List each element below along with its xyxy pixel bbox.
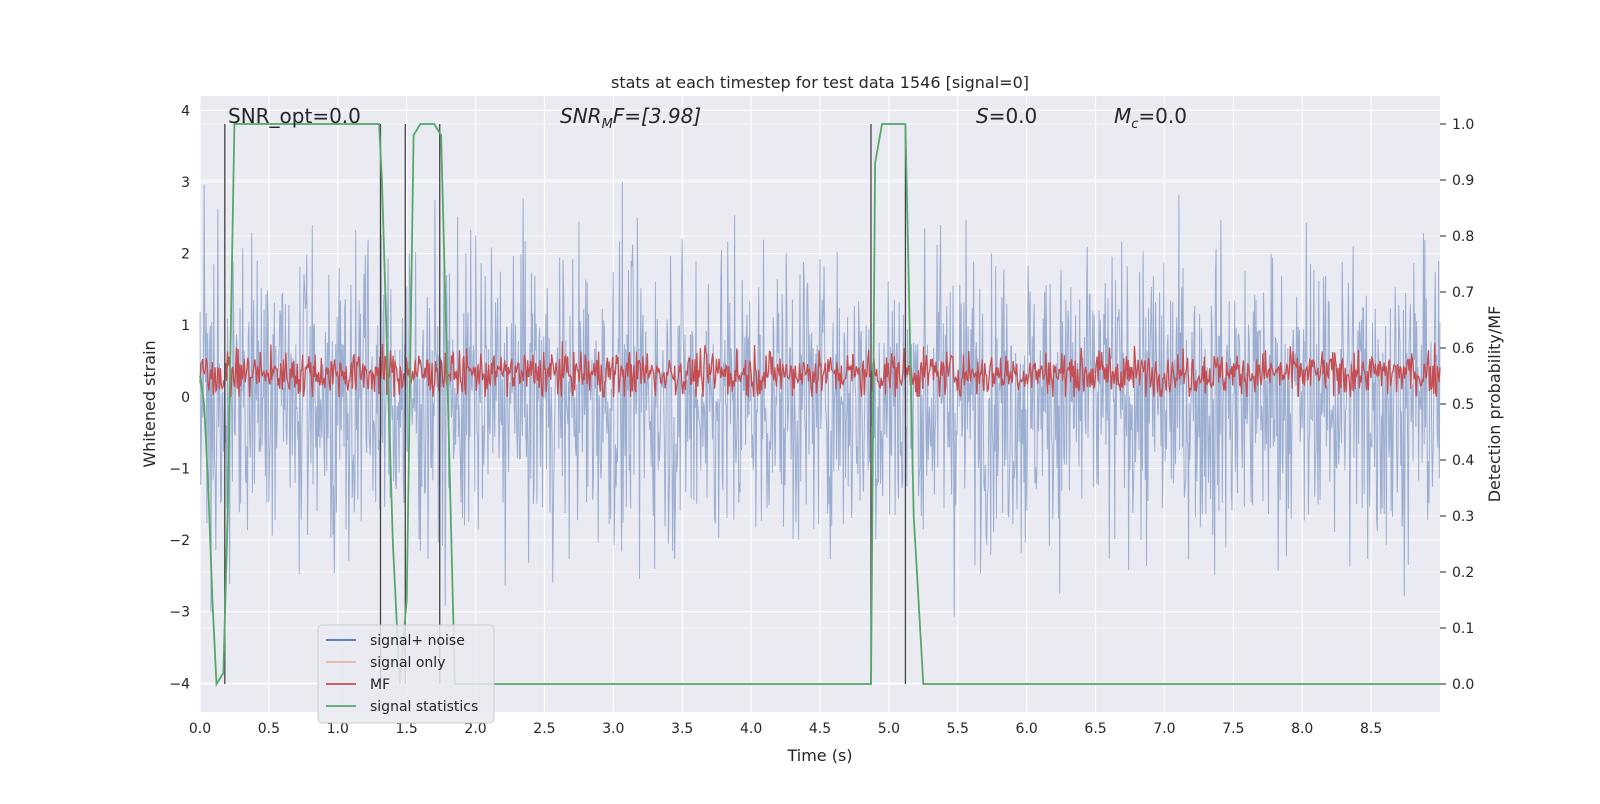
legend-label-noise: signal+ noise [370,633,465,649]
s-annotation: S=0.0 [976,104,1037,128]
x-tick-label: 0.0 [189,721,211,737]
y2-tick-label: 0.9 [1452,173,1474,189]
legend-label-signal-statistics: signal statistics [370,699,478,715]
x-tick-label: 6.0 [1016,721,1038,737]
y-tick-label: 4 [181,103,190,119]
y2-tick-label: 0.7 [1452,285,1474,301]
snr-mf-annotation: SNRMF=[3.98] [560,104,701,132]
y2-tick-label: 0.8 [1452,229,1474,245]
legend-label-signal-only: signal only [370,655,445,671]
x-tick-label: 7.5 [1222,721,1244,737]
x-tick-label: 5.5 [947,721,969,737]
y2-axis-label: Detection probability/MF [1485,306,1504,503]
x-tick-label: 8.5 [1360,721,1382,737]
y2-tick-label: 1.0 [1452,117,1474,133]
x-tick-label: 8.0 [1291,721,1313,737]
legend: signal+ noise signal only MF signal stat… [317,624,495,724]
y2-tick-label: 0.2 [1452,565,1474,581]
signal-plus-noise-series [199,181,1441,617]
y-tick-label: 1 [181,318,190,334]
y2-tick-label: 0.0 [1452,677,1474,693]
x-tick-label: 3.0 [602,721,624,737]
x-tick-label: 4.5 [809,721,831,737]
y2-tick-label: 0.6 [1452,341,1474,357]
x-tick-label: 1.0 [327,721,349,737]
y-tick-label: 0 [181,390,190,406]
signal-statistics-series [199,123,1440,687]
x-tick-labels: 0.0 0.5 1.0 1.5 2.0 2.5 3.0 3.5 4.0 4.5 5.0 5.5 6.0 6… [189,721,1382,737]
legend-label-mf: MF [370,677,390,693]
x-tick-label: 5.0 [878,721,900,737]
mf-line [199,341,1441,398]
signal-plus-noise-line [199,181,1441,617]
x-tick-label: 6.5 [1084,721,1106,737]
y2-tick-label: 0.1 [1452,621,1474,637]
chart-title: stats at each timestep for test data 154… [611,73,1029,92]
x-tick-label: 4.0 [740,721,762,737]
y-tick-label: 2 [181,247,190,263]
mc-annotation: Mc=0.0 [1114,104,1187,132]
y-tick-label: −1 [169,461,190,477]
y-axis-label: Whitened strain [140,340,159,467]
y-tick-label: 3 [181,175,190,191]
y-tick-label: −3 [169,605,190,621]
y2-tick-label: 0.4 [1452,453,1474,469]
y-tick-labels: −4 −3 −2 −1 0 1 2 3 4 [169,103,190,692]
mf-series [199,341,1441,398]
signal-statistics-line [199,123,1440,687]
x-tick-label: 2.0 [464,721,486,737]
y-tick-label: −2 [169,533,190,549]
x-tick-label: 3.5 [671,721,693,737]
x-tick-label: 7.0 [1153,721,1175,737]
x-axis-label: Time (s) [786,746,852,765]
y2-tick-labels: 0.0 0.1 0.2 0.3 0.4 0.5 0.6 0.7 0.8 0.9 1.0 [1452,117,1474,693]
x-tick-label: 1.5 [396,721,418,737]
x-tick-label: 2.5 [533,721,555,737]
snr-opt-annotation: SNR_opt=0.0 [228,104,361,128]
y-tick-label: −4 [169,676,190,692]
y2-tick-label: 0.5 [1452,397,1474,413]
y2-tick-label: 0.3 [1452,509,1474,525]
legend-box [317,624,495,724]
x-tick-label: 0.5 [258,721,280,737]
